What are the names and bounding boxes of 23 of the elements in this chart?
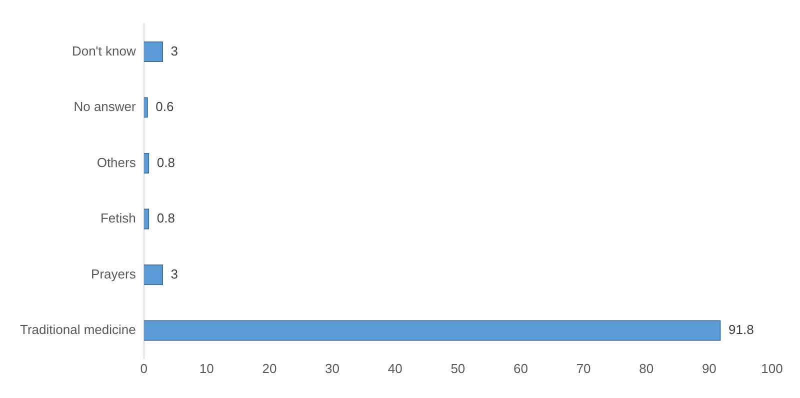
x-tick-label: 50 [450, 360, 466, 376]
x-tick-label: 70 [576, 360, 591, 376]
x-tick-label: 40 [388, 360, 402, 376]
x-tick-label: 30 [325, 360, 340, 376]
x-tick-label: 100 [761, 360, 783, 376]
data-label: 3 [170, 266, 178, 282]
y-tick-label: Fetish [100, 210, 136, 226]
x-tick-label: 10 [199, 360, 214, 376]
data-label: 0.6 [156, 99, 174, 114]
y-tick-label: Prayers [91, 266, 136, 282]
data-label: 3 [170, 43, 178, 58]
x-tick-label: 80 [639, 360, 654, 376]
data-label: 0.8 [156, 154, 175, 170]
y-tick-label: Traditional medicine [20, 322, 136, 338]
data-label: 91.8 [728, 322, 754, 338]
y-tick-label: No answer [74, 99, 137, 114]
x-tick-label: 90 [702, 360, 716, 376]
y-tick-label: Don't know [72, 43, 136, 58]
x-tick-label: 20 [262, 360, 277, 376]
data-label: 0.8 [156, 210, 175, 226]
y-tick-label: Others [96, 154, 136, 170]
x-tick-label: 0 [140, 360, 148, 376]
x-tick-label: 60 [514, 360, 528, 376]
